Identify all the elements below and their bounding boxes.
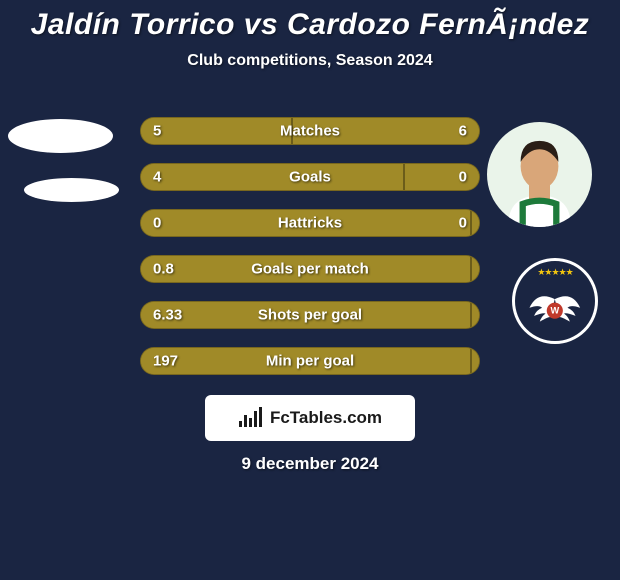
stat-label: Shots per goal bbox=[258, 307, 362, 324]
stat-label: Matches bbox=[280, 123, 340, 140]
page-title: Jaldín Torrico vs Cardozo FernÃ¡ndez bbox=[0, 0, 620, 42]
stat-bar-right-fill bbox=[472, 256, 479, 282]
stat-bar-left-fill bbox=[141, 164, 405, 190]
stat-value-right: 6 bbox=[459, 123, 467, 140]
stat-value-right: 0 bbox=[459, 169, 467, 186]
stat-value-left: 4 bbox=[153, 169, 161, 186]
stat-value-left: 6.33 bbox=[153, 307, 182, 324]
stat-label: Hattricks bbox=[278, 215, 342, 232]
stat-bar-right-fill bbox=[472, 348, 479, 374]
content-root: Jaldín Torrico vs Cardozo FernÃ¡ndez Clu… bbox=[0, 0, 620, 580]
stat-row: Matches 5 6 bbox=[10, 108, 610, 154]
stat-bar: Min per goal 197 bbox=[140, 347, 480, 375]
stat-bar-right-fill bbox=[472, 302, 479, 328]
stat-bar: Matches 5 6 bbox=[140, 117, 480, 145]
stat-bar: Hattricks 0 0 bbox=[140, 209, 480, 237]
stat-row: Min per goal 197 bbox=[10, 338, 610, 384]
stat-row: Goals 4 0 bbox=[10, 154, 610, 200]
stat-value-left: 0.8 bbox=[153, 261, 174, 278]
stat-value-left: 0 bbox=[153, 215, 161, 232]
stat-bar-right-fill bbox=[472, 210, 479, 236]
stat-value-left: 5 bbox=[153, 123, 161, 140]
stat-bar: Goals per match 0.8 bbox=[140, 255, 480, 283]
stat-row: Shots per goal 6.33 bbox=[10, 292, 610, 338]
stat-label: Min per goal bbox=[266, 353, 354, 370]
stat-bar: Shots per goal 6.33 bbox=[140, 301, 480, 329]
stats-area: Matches 5 6 Goals 4 0 Hattricks 0 0 Goals per mat… bbox=[0, 108, 620, 384]
stat-value-left: 197 bbox=[153, 353, 178, 370]
page-subtitle: Club competitions, Season 2024 bbox=[0, 52, 620, 70]
stat-label: Goals bbox=[289, 169, 331, 186]
stat-bar-right-fill bbox=[405, 164, 479, 190]
footer-site-text: FcTables.com bbox=[270, 408, 382, 428]
footer-date: 9 december 2024 bbox=[241, 454, 378, 474]
stat-value-right: 0 bbox=[459, 215, 467, 232]
stat-row: Goals per match 0.8 bbox=[10, 246, 610, 292]
stat-row: Hattricks 0 0 bbox=[10, 200, 610, 246]
stat-label: Goals per match bbox=[251, 261, 369, 278]
stat-bar-left-fill bbox=[141, 118, 293, 144]
bar-chart-icon bbox=[238, 407, 264, 429]
stat-bar: Goals 4 0 bbox=[140, 163, 480, 191]
footer-site-badge[interactable]: FcTables.com bbox=[205, 395, 415, 441]
